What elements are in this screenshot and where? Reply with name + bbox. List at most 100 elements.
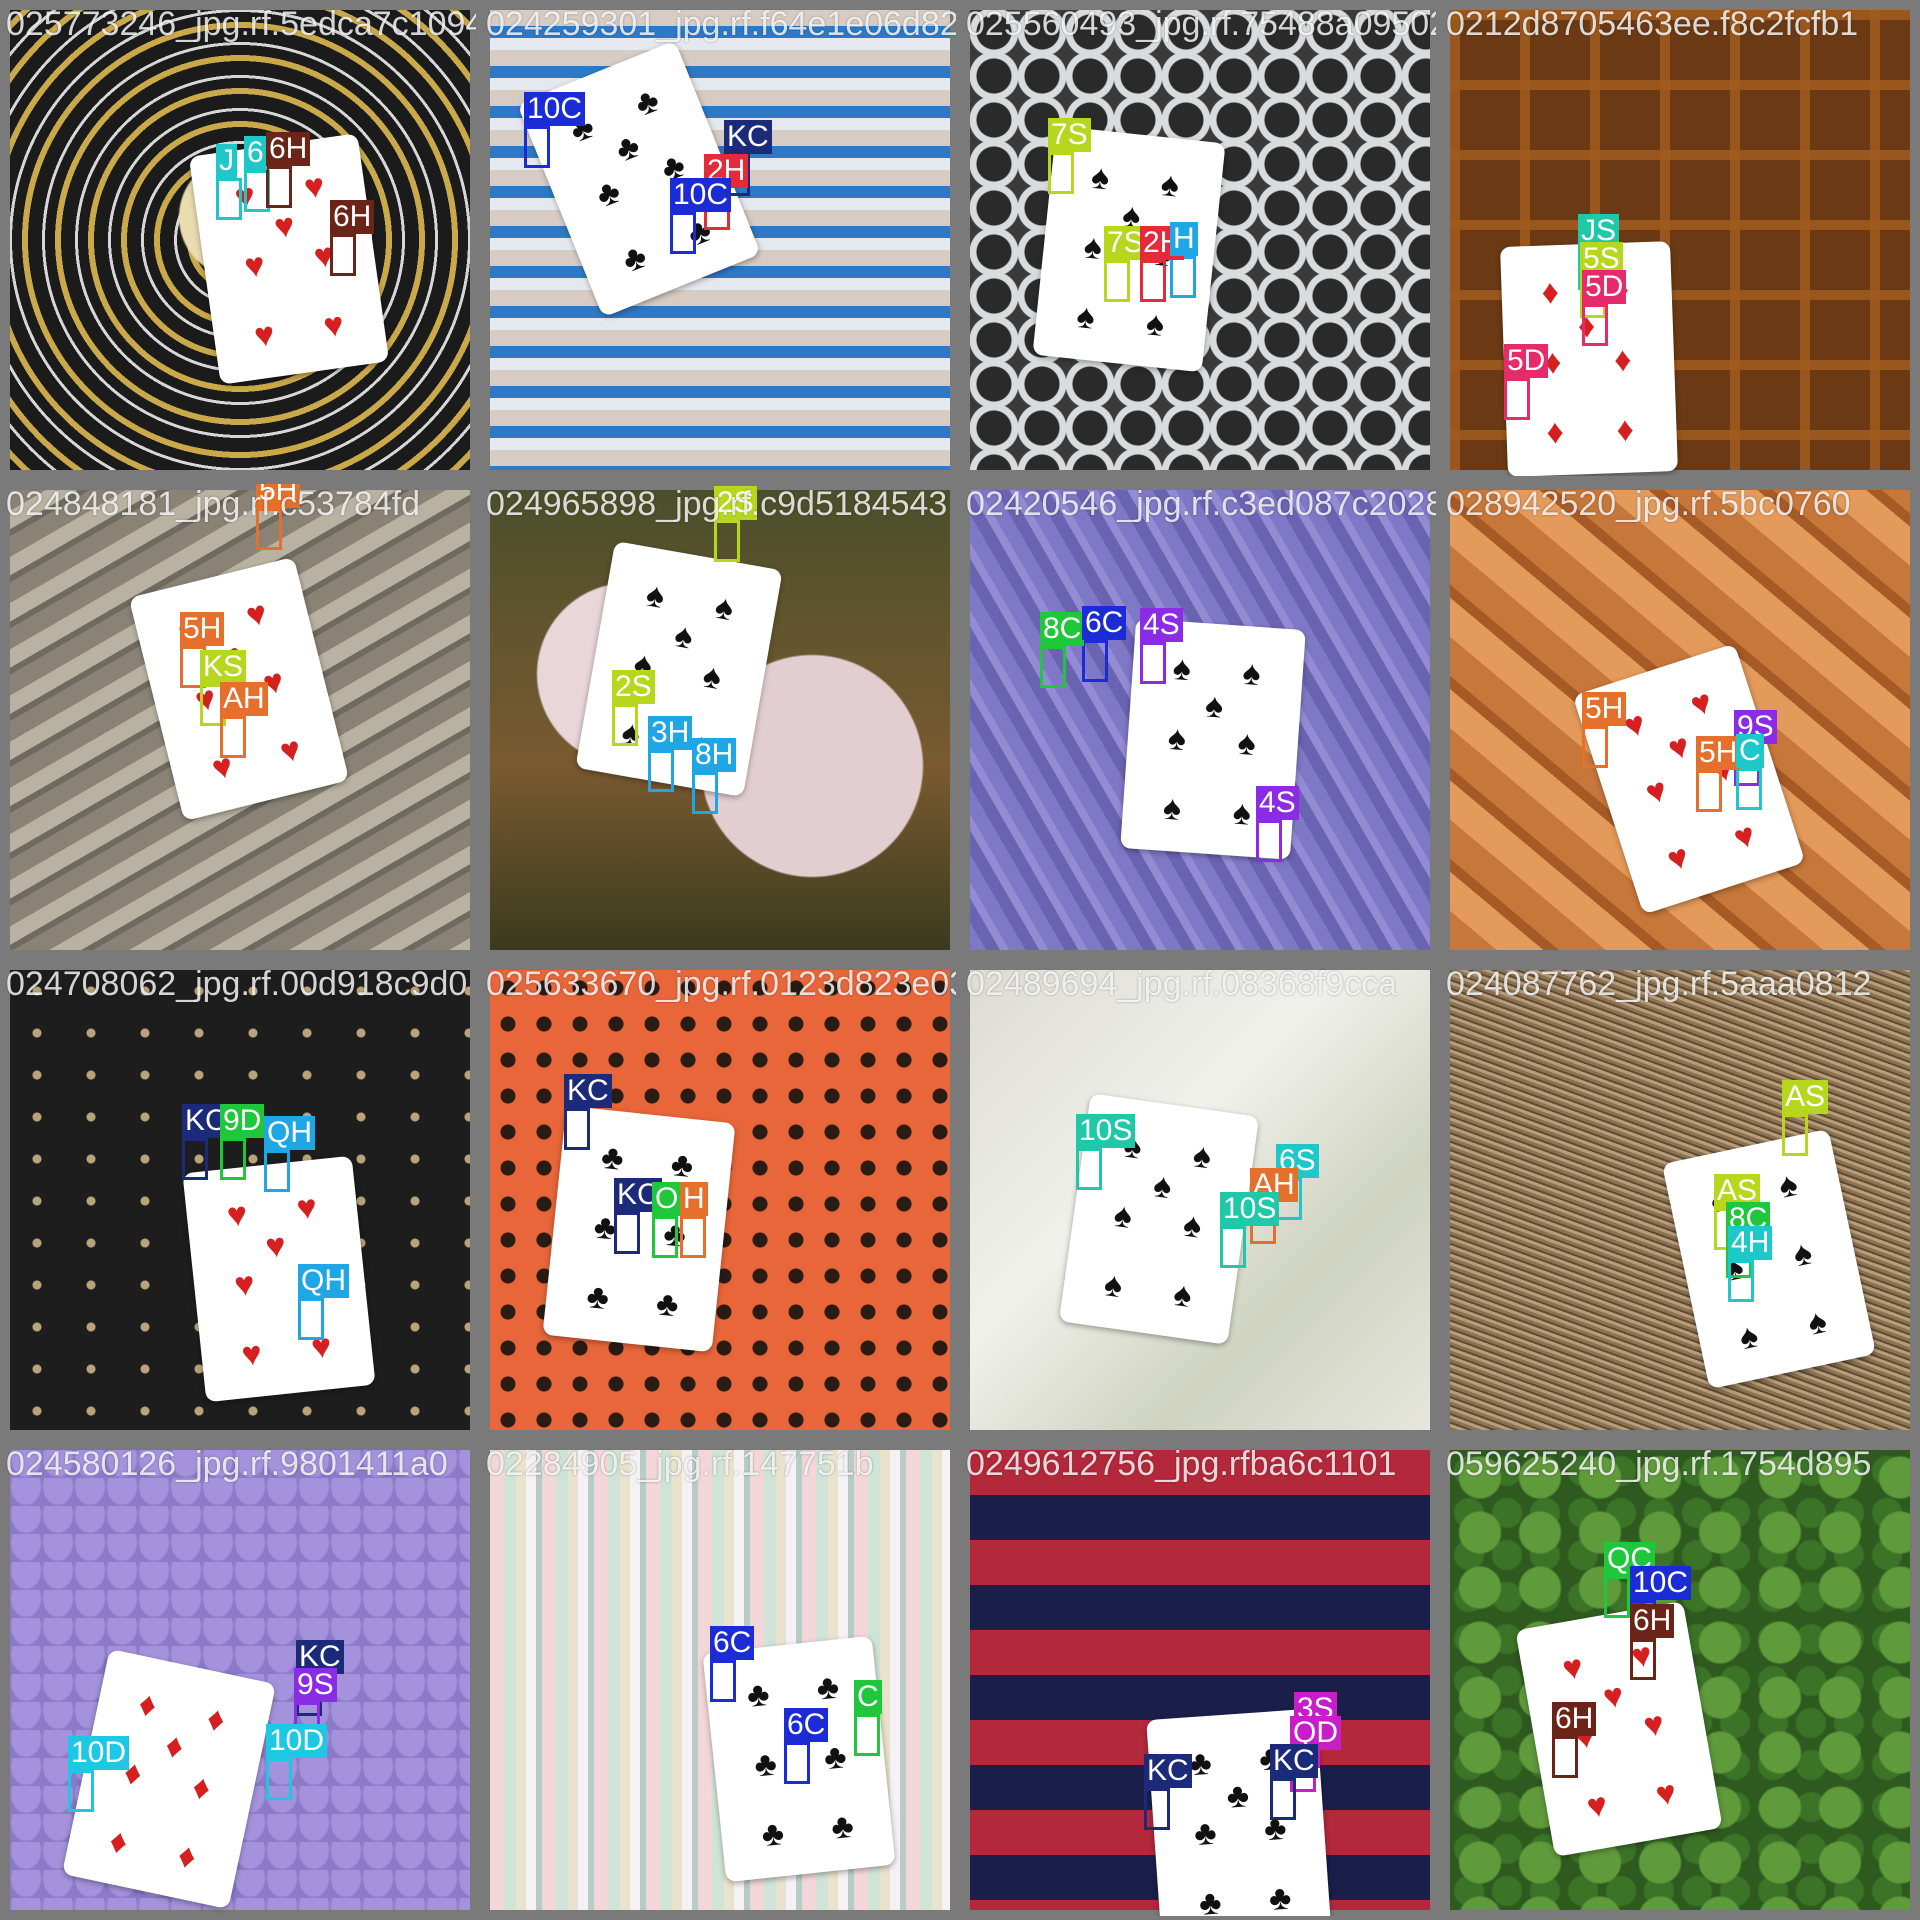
card-suit-icon: ♥ (232, 1264, 257, 1305)
detection-label: QH (298, 1264, 349, 1298)
tile-filename: 024708062_jpg.rf.00d918c9d0 (6, 965, 468, 1003)
detection-box (266, 1758, 292, 1800)
card-suit-icon: ♦ (189, 1767, 214, 1809)
detection-label: 6 (244, 136, 267, 170)
detection-label: 10C (670, 178, 732, 212)
card-suit-icon: ♥ (1583, 1785, 1611, 1827)
detection-box (182, 1138, 208, 1180)
card-suit-icon: ♠ (1804, 1301, 1831, 1343)
detection-box (1630, 1638, 1656, 1680)
card-suit-icon: ♦ (1545, 412, 1565, 452)
detection-label: 4S (1256, 786, 1299, 820)
tile-filename: 024087762_jpg.rf.5aaa0812 (1446, 965, 1872, 1003)
card-suit-icon: ♥ (1640, 1704, 1668, 1746)
detection-box (220, 1138, 246, 1180)
tile-filename: 024848181_jpg.rf.c53784fd (6, 485, 421, 523)
card-suit-icon: ♠ (1736, 1316, 1762, 1358)
detection-box (1782, 1114, 1808, 1156)
image-tile[interactable]: 025633670_jpg.rf.0123d823e03♣♣♣♣♣♣♣KCKCO… (480, 960, 960, 1440)
detection-box (1040, 646, 1066, 688)
card-suit-icon: ♠ (1158, 165, 1181, 205)
image-tile[interactable]: 024965898_jpg.rf.c9d5184543♠♠♠♠♠♠♠2S2S3H… (480, 480, 960, 960)
tile-filename: 025633670_jpg.rf.0123d823e03 (486, 965, 960, 1003)
detection-box (648, 750, 674, 792)
card-suit-icon: ♠ (1101, 1265, 1125, 1306)
detection-label: 10S (1076, 1114, 1136, 1148)
tile-filename: 025560493_jpg.rf.75488a0950212d8705463ee (966, 5, 1436, 43)
card-suit-icon: ♠ (1231, 793, 1253, 833)
detection-label: 10D (68, 1736, 130, 1770)
card-suit-icon: ♠ (1171, 1274, 1195, 1316)
image-tile[interactable]: 025560493_jpg.rf.75488a0950212d8705463ee… (960, 0, 1440, 480)
card-suit-icon: ♠ (712, 587, 737, 629)
card-suit-icon: ♠ (1111, 1195, 1135, 1237)
image-tile[interactable]: 059625240_jpg.rf.1754d895 ♥ ♥ ♥ ♥ ♥ ♥ ♥ QC 10C 6H 6… (1440, 1440, 1920, 1920)
image-tile[interactable]: 024708062_jpg.rf.00d918c9d0♥♥♥♥♥♥♥KC9DQH… (0, 960, 480, 1440)
detection-label: 5H (256, 484, 301, 508)
detection-box (256, 508, 282, 550)
card-suit-icon: ♣ (1197, 1883, 1223, 1920)
detection-box (1076, 1148, 1102, 1190)
detection-box (1048, 152, 1074, 194)
card-suit-icon: ♣ (1188, 1743, 1213, 1784)
detection-label: AS (1782, 1080, 1829, 1114)
detection-label: 7S (1048, 118, 1091, 152)
card-suit-icon: ♠ (1151, 1166, 1175, 1207)
detection-box (1736, 768, 1762, 810)
card-suit-icon: ♥ (276, 729, 305, 772)
detection-label: 8C (1040, 612, 1085, 646)
card-suit-icon: ♣ (668, 1145, 696, 1186)
detection-box (216, 178, 242, 220)
card-suit-icon: ♣ (610, 126, 646, 170)
card-suit-icon: ♦ (135, 1684, 161, 1726)
detection-label: 3H (648, 716, 693, 750)
detection-label: KC (1144, 1754, 1192, 1788)
card-suit-icon: ♥ (271, 206, 298, 247)
detection-label: 6H (1630, 1604, 1675, 1638)
card-suit-icon: ♠ (1236, 723, 1258, 763)
card-suit-icon: ♥ (263, 1226, 288, 1267)
detection-box (220, 716, 246, 758)
card-suit-icon: ♥ (239, 1334, 264, 1375)
card-suit-icon: ♣ (590, 171, 626, 216)
detection-box (1504, 378, 1530, 420)
detection-box (1140, 642, 1166, 684)
card-suit-icon: ♠ (1161, 788, 1183, 828)
image-tile[interactable]: 028942520_jpg.rf.5bc0760 ♥ ♥ ♥ ♥ ♥ ♥ ♥ 5H 9S 5H C (1440, 480, 1920, 960)
image-tile[interactable]: 024259301_jpg.rf.f64e1e06d82556493aacaf.… (480, 0, 960, 480)
card-suit-icon: ♣ (745, 1674, 772, 1715)
tile-filename: 024259301_jpg.rf.f64e1e06d82556493aacaf.… (486, 5, 959, 43)
detection-label: AH (1250, 1168, 1298, 1202)
detection-box (652, 1216, 678, 1258)
card-suit-icon: ♥ (225, 1195, 250, 1235)
detection-label: KC (564, 1074, 612, 1108)
detection-box (330, 234, 356, 276)
card-suit-icon: ♠ (643, 575, 668, 617)
detection-box (1144, 1788, 1170, 1830)
detection-box (714, 520, 740, 562)
image-tile[interactable]: 02420546_jpg.rf.c3ed087c2028 ♠ ♠ ♠ ♠ ♠ ♠ ♠ 8C 6C 4… (960, 480, 1440, 960)
detection-label: 7S (1104, 226, 1147, 260)
detection-label: 6H (330, 200, 375, 234)
card-suit-icon: ♠ (1775, 1164, 1801, 1206)
card-suit-icon: ♠ (1144, 304, 1167, 345)
detection-box (1604, 1576, 1630, 1618)
card-suit-icon: ♣ (814, 1667, 841, 1708)
detection-label: 9S (294, 1668, 337, 1702)
image-tile[interactable]: 02489694_jpg.rf.08368f9cca♠♠♠♠♠♠♠10S6SAH… (960, 960, 1440, 1440)
card-suit-icon: ♦ (1615, 410, 1635, 450)
detection-label: 5H (180, 612, 225, 646)
card-suit-icon: ♥ (321, 305, 347, 346)
detection-label: 2S (612, 670, 655, 704)
image-tile[interactable]: 025773246_jpg.rf.5edca7c109425963017cf4 ♥… (0, 0, 480, 480)
image-tile[interactable]: 024580126_jpg.rf.9801411a0 ♦ ♦ ♦ ♦ ♦ ♦ ♦ KC 9S 10D… (0, 1440, 480, 1920)
card-suit-icon: ♥ (301, 166, 327, 207)
card-suit-icon: ♥ (1662, 837, 1694, 880)
card-suit-icon: ♣ (759, 1814, 786, 1855)
